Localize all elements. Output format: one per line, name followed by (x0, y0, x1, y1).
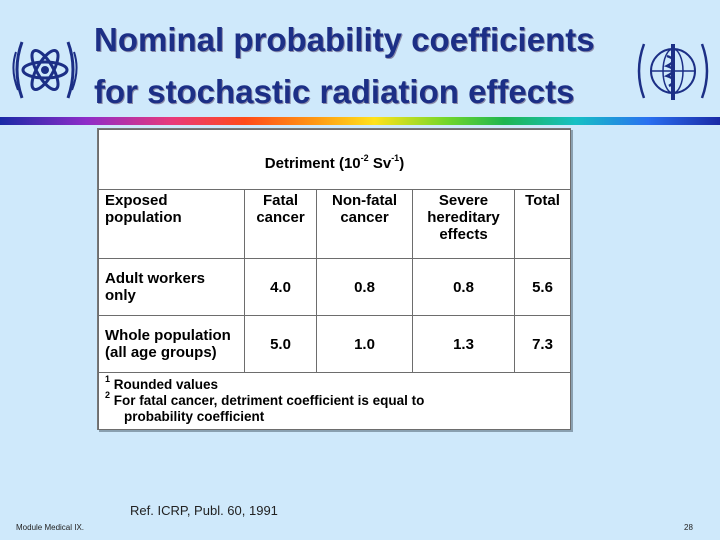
column-header-hereditary: Severe hereditary effects (412, 189, 515, 259)
footnote: 2 For fatal cancer, detriment coefficien… (105, 390, 564, 409)
detriment-close: ) (399, 155, 405, 172)
col-label: Severe (438, 192, 489, 209)
cell-total: 7.3 (514, 315, 571, 373)
footnote-text: For fatal cancer, detriment coefficient … (113, 393, 425, 408)
footnote-mark: 1 (105, 374, 111, 384)
column-header-population: Exposed population (98, 189, 245, 259)
detriment-header: Detriment (10-2 Sv-1) (98, 129, 571, 190)
unit-exponent: -1 (391, 153, 400, 163)
cell-fatal: 5.0 (244, 315, 317, 373)
col-label: population (105, 209, 182, 226)
col-label: Total (525, 192, 560, 209)
atom-logo-icon (12, 41, 78, 99)
title-line-1: Nominal probability coefficients (94, 21, 595, 58)
coefficients-table: Detriment (10-2 Sv-1) Exposed population… (97, 128, 571, 430)
world-health-emblem-icon (637, 43, 709, 100)
footnote-mark: 2 (105, 390, 111, 400)
detriment-text: Detriment (10 (264, 155, 361, 172)
col-label: Exposed (105, 192, 168, 209)
column-header-nonfatal: Non-fatal cancer (316, 189, 413, 259)
page-number: 28 (684, 523, 693, 532)
detriment-exponent: -2 (360, 153, 369, 163)
cell-fatal: 4.0 (244, 258, 317, 316)
col-label: hereditary (427, 209, 500, 226)
col-label: effects (439, 226, 488, 243)
reference-citation: Ref. ICRP, Publ. 60, 1991 (130, 503, 278, 518)
row-label: Whole population (all age groups) (98, 315, 245, 373)
table-footnotes: 1 Rounded values 2 For fatal cancer, det… (98, 372, 571, 430)
row-label-line: Whole population (105, 327, 231, 344)
footnote-text: Rounded values (113, 377, 219, 392)
col-label: Non-fatal (332, 192, 397, 209)
rainbow-divider (0, 117, 720, 125)
column-header-total: Total (514, 189, 571, 259)
row-label-line: only (105, 287, 136, 304)
col-label: cancer (256, 209, 305, 226)
detriment-unit: Sv (372, 155, 392, 172)
col-label: cancer (340, 209, 389, 226)
title-line-2: for stochastic radiation effects (94, 73, 575, 110)
row-label: Adult workers only (98, 258, 245, 316)
cell-nonfatal: 0.8 (316, 258, 413, 316)
slide-title: Nominal probability coefficients for sto… (94, 14, 654, 118)
footer-module: Module Medical IX. (16, 523, 85, 532)
cell-hereditary: 1.3 (412, 315, 515, 373)
table-row: Whole population (all age groups) 5.0 1.… (98, 315, 571, 373)
cell-nonfatal: 1.0 (316, 315, 413, 373)
row-label-line: (all age groups) (105, 344, 217, 361)
footnote-continuation: probability coefficient (124, 409, 265, 424)
cell-hereditary: 0.8 (412, 258, 515, 316)
table-row: Adult workers only 4.0 0.8 0.8 5.6 (98, 258, 571, 316)
cell-total: 5.6 (514, 258, 571, 316)
row-label-line: Adult workers (105, 270, 206, 287)
column-header-fatal: Fatal cancer (244, 189, 317, 259)
footnote: 1 Rounded values (105, 374, 564, 393)
col-label: Fatal (262, 192, 298, 209)
